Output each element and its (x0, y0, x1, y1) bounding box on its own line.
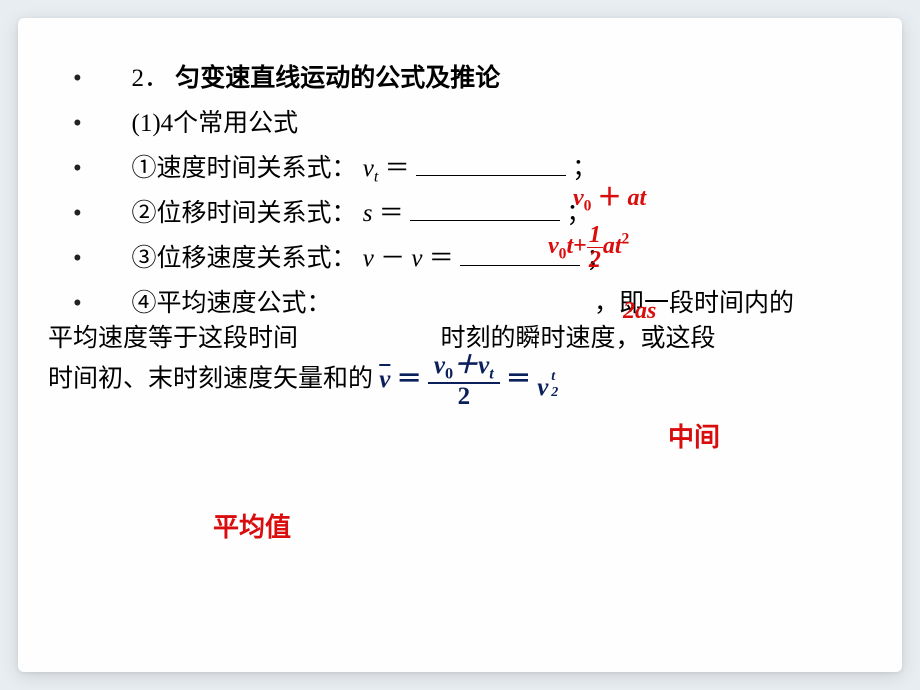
item3-minus: － (380, 245, 405, 272)
eq2: ＝ (506, 366, 531, 393)
a2-at: at (603, 233, 622, 259)
item2-label: ②位移时间关系式： (132, 200, 357, 227)
item1-blank (416, 150, 566, 176)
heading-text: 匀变速直线运动的公式及推论 (175, 65, 500, 92)
item4-line3: 时间初、末时刻速度矢量和的 v ＝ v0＋vt 2 ＝ v t 2 (48, 353, 548, 410)
a1-v: v (573, 185, 584, 211)
item3-var1: v (363, 245, 374, 272)
item1-eq: ＝ (385, 155, 410, 182)
card: • 2． 匀变速直线运动的公式及推论 • (1)4个常用公式 • ①速度时间关系… (18, 18, 902, 672)
item4-line2b: 时刻的瞬时速度，或这段 (441, 325, 716, 352)
item1-line: • ①速度时间关系式： vt ＝ ； (73, 148, 597, 191)
item3-line: • ③位移速度关系式： v － v ＝ ； (73, 238, 611, 281)
item3-eq: ＝ (429, 245, 454, 272)
num-vt: v (478, 352, 489, 379)
den-2: 2 (428, 382, 500, 409)
item4-label-a: ④平均速度公式： (132, 290, 332, 317)
content: • 2． 匀变速直线运动的公式及推论 • (1)4个常用公式 • ①速度时间关系… (18, 18, 902, 672)
answer-1: v0 ＋ at (573, 178, 646, 220)
a2-sq: 2 (621, 231, 629, 248)
a1-at: at (627, 185, 646, 211)
page: • 2． 匀变速直线运动的公式及推论 • (1)4个常用公式 • ①速度时间关系… (0, 0, 920, 690)
num-plus: ＋ (453, 352, 478, 379)
vhalf-2: 2 (551, 381, 558, 405)
formula-frac: v0＋vt 2 (428, 353, 500, 409)
item2-line: • ②位移时间关系式： s ＝ ； (73, 193, 591, 236)
heading-line: • 2． 匀变速直线运动的公式及推论 (73, 58, 500, 101)
num-vt-sub: t (489, 365, 494, 383)
item2-blank (410, 195, 560, 221)
a2-v: v (548, 233, 559, 259)
item1-label: ①速度时间关系式： (132, 155, 357, 182)
vbar: v (379, 366, 390, 393)
bullet: • (73, 148, 89, 191)
answer-middle: 中间 (668, 416, 720, 460)
a1-plus: ＋ (597, 185, 621, 211)
a2-plus: + (573, 233, 587, 259)
a3-2as: 2as (623, 298, 656, 324)
subheading-line: • (1)4个常用公式 (73, 103, 298, 146)
bullet: • (73, 103, 89, 146)
answer-3: 2as (623, 291, 656, 332)
item1-var: v (363, 155, 374, 182)
item3-var2: v (411, 245, 422, 272)
item1-sub: t (374, 168, 379, 186)
subheading-text: (1)4个常用公式 (132, 110, 299, 137)
item4-line2a: 平均速度等于这段时间 (48, 325, 298, 352)
answer-2: v0t+12at2 (548, 223, 629, 272)
item3-label: ③位移速度关系式： (132, 245, 357, 272)
item4-line3a: 时间初、末时刻速度矢量和的 (48, 366, 373, 393)
eq1: ＝ (397, 366, 422, 393)
item2-var: s (363, 200, 373, 227)
a2-den: 2 (587, 247, 603, 272)
formula-block: v ＝ v0＋vt 2 ＝ v t 2 (379, 366, 548, 393)
num-v0: v (434, 352, 445, 379)
bullet: • (73, 58, 89, 101)
num-v0-sub: 0 (445, 365, 453, 383)
a2-frac: 12 (587, 223, 603, 272)
v-t-over-2: v t 2 (537, 367, 548, 410)
vhalf-v: v (537, 374, 548, 401)
item2-eq: ＝ (379, 200, 404, 227)
a2-num: 1 (587, 223, 603, 247)
heading-number: 2． (132, 65, 170, 92)
a1-0: 0 (584, 197, 592, 214)
answer-average: 平均值 (213, 506, 291, 550)
bullet: • (73, 238, 89, 281)
bullet: • (73, 193, 89, 236)
